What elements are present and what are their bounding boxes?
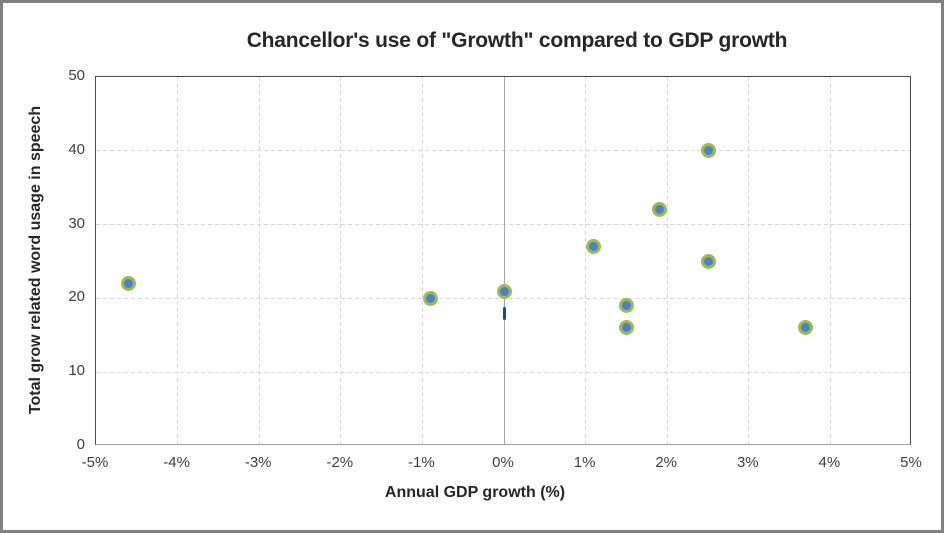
x-axis-title: Annual GDP growth (%) — [384, 484, 566, 501]
x-tick-label: -1% — [408, 454, 435, 471]
data-point — [423, 290, 439, 306]
data-point — [496, 283, 512, 299]
vertical-gridline — [748, 77, 750, 444]
x-tick-label: -3% — [244, 454, 272, 471]
plot-area — [95, 76, 911, 445]
x-tick-label: 3% — [736, 454, 759, 471]
data-point — [618, 298, 634, 314]
data-point — [700, 254, 716, 269]
y-tick-label: 50 — [68, 67, 85, 84]
vertical-gridline — [258, 77, 260, 444]
x-tick-label: 2% — [655, 454, 678, 471]
x-tick-label: 0% — [492, 454, 514, 471]
vertical-gridline — [829, 77, 831, 444]
data-point — [618, 320, 634, 336]
y-tick-label: 10 — [68, 362, 85, 380]
data-point — [700, 143, 716, 159]
horizontal-gridline — [96, 371, 910, 373]
vertical-gridline — [340, 77, 342, 444]
vertical-gridline — [177, 77, 179, 444]
data-point — [586, 239, 602, 255]
y-tick-label: 40 — [68, 140, 85, 158]
y-tick-label: 20 — [68, 288, 85, 306]
y-axis-title: Total grow related word usage in speech — [27, 105, 44, 415]
horizontal-gridline — [96, 150, 910, 152]
y-tick-label: 30 — [68, 214, 85, 232]
y-tick-label: 0 — [76, 436, 85, 453]
chart-title: Chancellor's use of "Growth" compared to… — [246, 29, 788, 52]
x-tick-label: 4% — [818, 454, 841, 471]
data-point — [121, 276, 137, 292]
x-tick-label: -5% — [81, 454, 109, 471]
x-tick-label: 1% — [573, 454, 596, 471]
vertical-gridline — [585, 77, 587, 444]
data-point — [651, 202, 667, 218]
vertical-gridline — [421, 77, 423, 444]
x-tick-label: -4% — [163, 454, 190, 471]
horizontal-gridline — [96, 224, 910, 226]
zero-axis-line — [503, 77, 505, 444]
small-dash-marker — [502, 306, 506, 320]
x-tick-label: 5% — [900, 454, 922, 471]
vertical-gridline — [666, 77, 668, 444]
x-tick-label: -2% — [326, 454, 354, 471]
data-point — [798, 320, 814, 336]
